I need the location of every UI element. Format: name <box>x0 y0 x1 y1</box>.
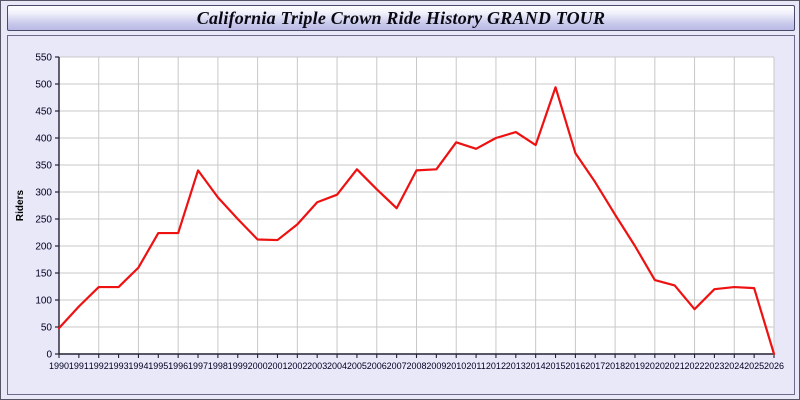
x-tick-label: 1996 <box>168 361 188 371</box>
x-tick-label: 2003 <box>307 361 327 371</box>
x-tick-label: 2011 <box>466 361 485 371</box>
x-tick-label: 2000 <box>248 361 268 371</box>
chart-panel: 0 50 100 150 200 250 300 350 400 450 500 550 1990 199… <box>7 35 795 395</box>
x-tick-label: 2001 <box>267 361 287 371</box>
x-tick-label: 2023 <box>704 361 724 371</box>
x-tick-label: 1991 <box>69 361 89 371</box>
x-tick-label: 2017 <box>585 361 605 371</box>
x-tick-label: 2020 <box>645 361 665 371</box>
x-tick-label: 2015 <box>546 361 566 371</box>
x-tick-label: 1999 <box>228 361 248 371</box>
y-tick-label: 200 <box>35 242 52 253</box>
x-tick-label: 2004 <box>327 361 347 371</box>
x-tick-label: 2008 <box>406 361 426 371</box>
y-tick-label: 100 <box>35 296 52 307</box>
y-tick-label: 250 <box>35 215 52 226</box>
data-series-line <box>57 86 776 356</box>
y-tick-label: 400 <box>35 134 52 145</box>
x-tick-label: 2006 <box>367 361 387 371</box>
x-tick-label: 1997 <box>188 361 208 371</box>
x-tick-label: 2026 <box>764 361 784 371</box>
x-axis-ticks: 1990 1991 1992 1993 1994 1995 1996 1997 1998 1999… <box>49 354 784 371</box>
x-tick-label: 2005 <box>347 361 367 371</box>
x-tick-label: 1993 <box>109 361 129 371</box>
x-tick-label: 1995 <box>148 361 168 371</box>
x-tick-label: 2007 <box>387 361 407 371</box>
x-tick-label: 1992 <box>89 361 109 371</box>
y-axis-ticks: 0 50 100 150 200 250 300 350 400 450 500 550 <box>35 53 59 361</box>
window-title-bar: California Triple Crown Ride History GRA… <box>7 5 795 31</box>
x-tick-label: 2002 <box>287 361 307 371</box>
x-tick-label: 2012 <box>486 361 506 371</box>
x-tick-label: 2013 <box>506 361 526 371</box>
y-tick-label: 550 <box>35 53 52 64</box>
y-axis-title: Riders <box>15 190 26 222</box>
x-tick-label: 2025 <box>744 361 764 371</box>
grid-lines <box>58 56 775 355</box>
y-tick-label: 450 <box>35 107 52 118</box>
y-tick-label: 150 <box>35 269 52 280</box>
y-tick-label: 350 <box>35 161 52 172</box>
y-tick-label: 300 <box>35 188 52 199</box>
y-tick-label: 50 <box>41 323 53 334</box>
x-tick-label: 2019 <box>625 361 645 371</box>
x-tick-label: 2014 <box>526 361 546 371</box>
y-tick-label: 500 <box>35 80 52 91</box>
y-tick-label: 0 <box>46 350 52 361</box>
x-tick-label: 1990 <box>49 361 69 371</box>
x-tick-label: 2024 <box>724 361 744 371</box>
x-tick-label: 1998 <box>208 361 228 371</box>
x-tick-label: 2016 <box>565 361 585 371</box>
x-tick-label: 2021 <box>665 361 685 371</box>
x-tick-label: 2018 <box>605 361 625 371</box>
x-tick-label: 2010 <box>446 361 466 371</box>
page-title: California Triple Crown Ride History GRA… <box>196 7 606 28</box>
x-tick-label: 2009 <box>426 361 446 371</box>
x-tick-label: 2022 <box>685 361 705 371</box>
x-tick-label: 1994 <box>128 361 148 371</box>
